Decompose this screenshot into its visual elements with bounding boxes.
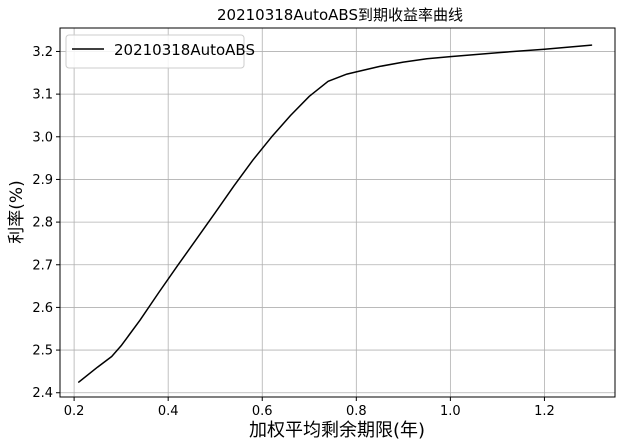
legend: 20210318AutoABS — [66, 35, 255, 68]
y-tick-label: 3.0 — [32, 130, 53, 145]
x-axis-label: 加权平均剩余期限(年) — [249, 420, 425, 441]
y-tick-label: 2.6 — [32, 301, 53, 316]
y-tick-label: 3.1 — [32, 88, 53, 103]
y-tick-label: 2.4 — [32, 386, 53, 401]
y-tick-label: 2.8 — [32, 216, 53, 231]
x-tick-label: 1.2 — [534, 404, 555, 419]
y-axis-label: 利率(%) — [7, 180, 27, 243]
y-tick-label: 2.9 — [32, 173, 53, 188]
x-tick-label: 0.2 — [64, 404, 85, 419]
x-tick-label: 0.8 — [346, 404, 367, 419]
x-tick-label: 0.4 — [158, 404, 179, 419]
y-tick-label: 2.5 — [32, 344, 53, 359]
x-tick-label: 1.0 — [440, 404, 461, 419]
y-tick-label: 3.2 — [32, 45, 53, 60]
legend-label: 20210318AutoABS — [114, 41, 255, 59]
chart-title: 20210318AutoABS到期收益率曲线 — [217, 6, 463, 24]
x-tick-label: 0.6 — [252, 404, 273, 419]
y-tick-label: 2.7 — [32, 258, 53, 273]
